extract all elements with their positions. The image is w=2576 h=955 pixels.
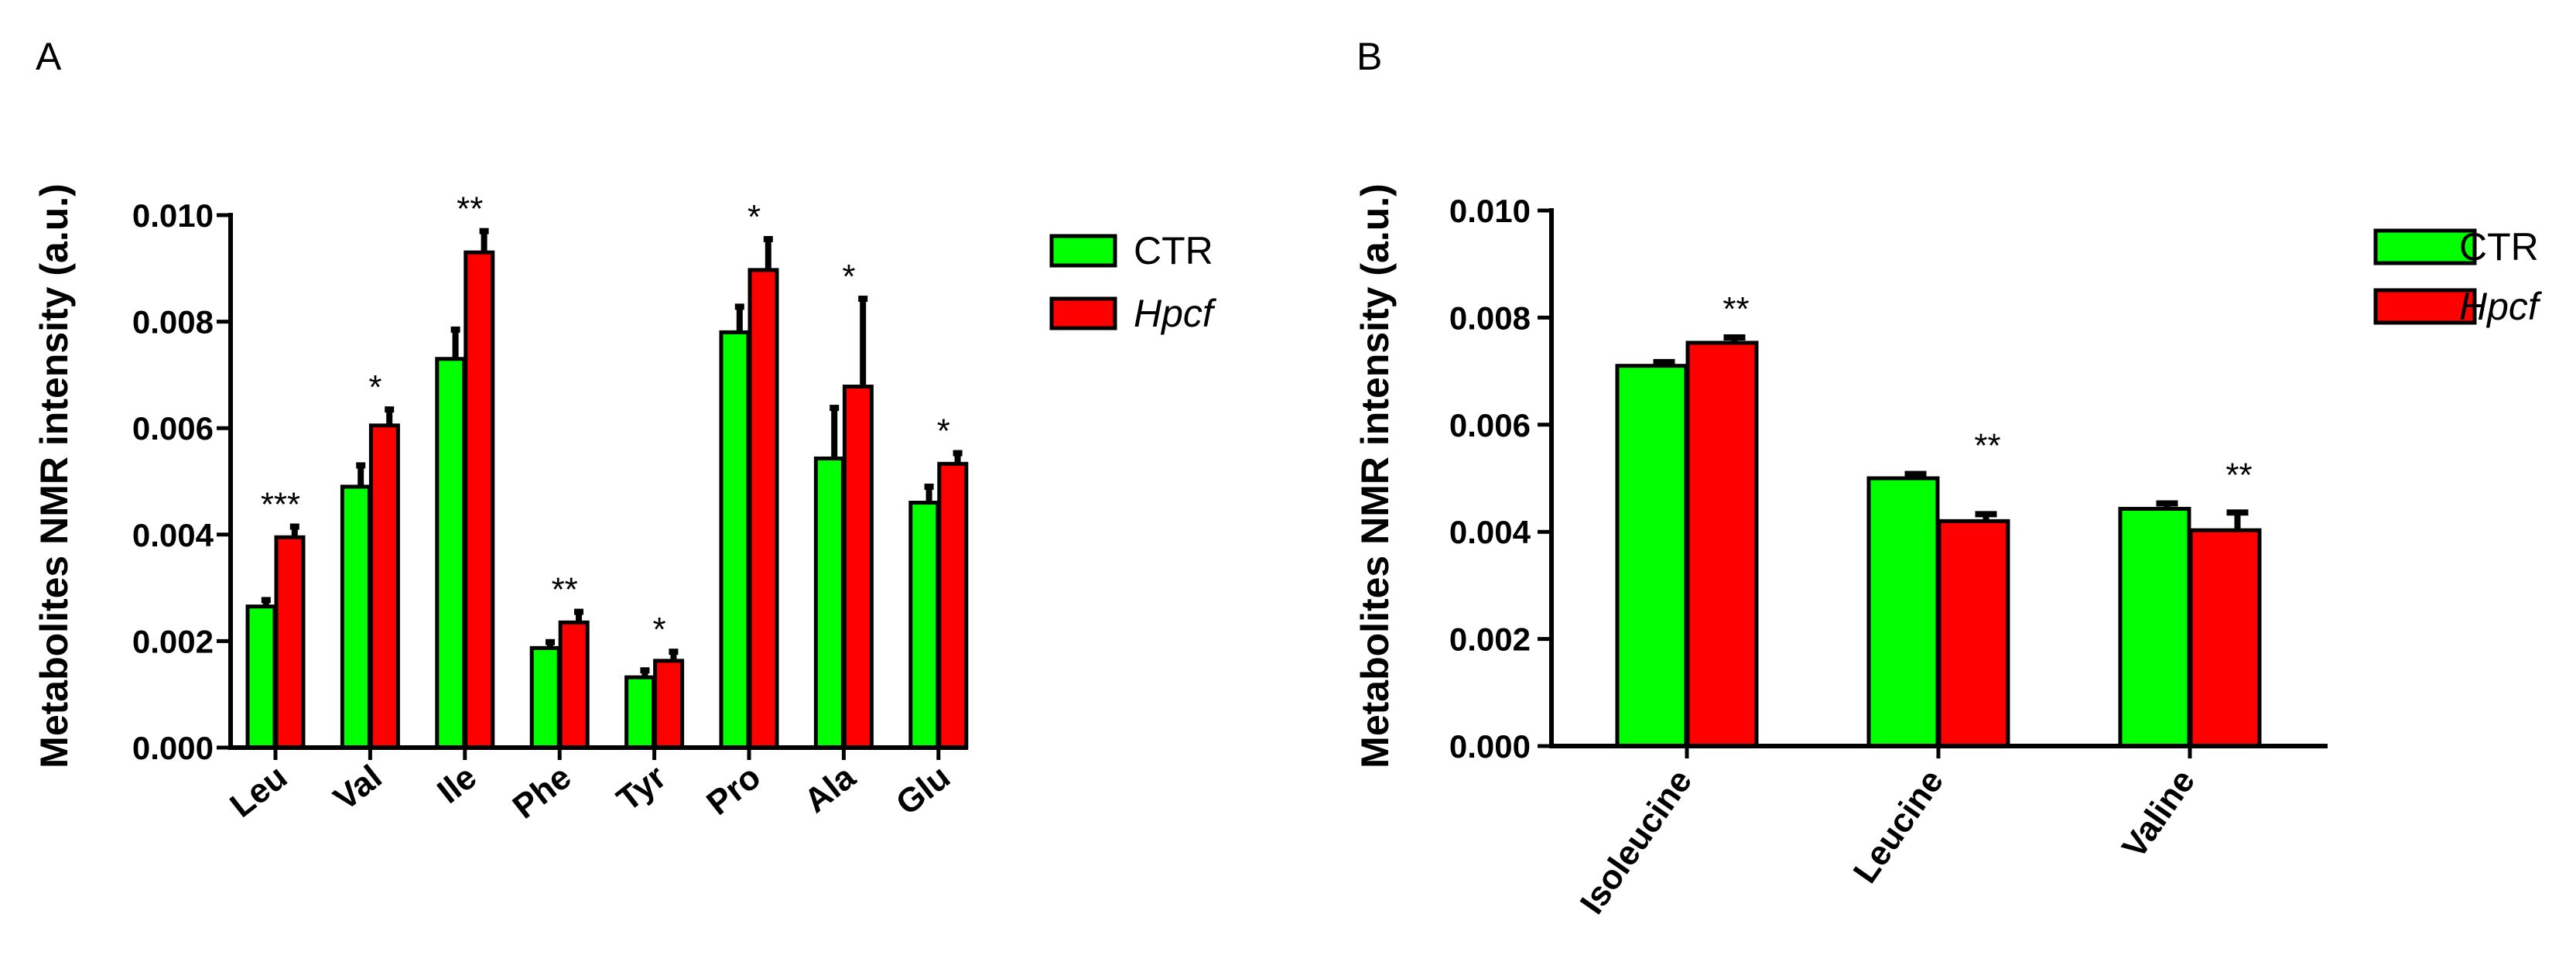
y-tick-label-b: 0.008: [1449, 300, 1531, 336]
bar-ctr-b: [2118, 506, 2191, 748]
category-label-b: Valine: [2115, 763, 2202, 865]
axes-a: [228, 213, 968, 760]
category-label-a: Phe: [506, 758, 579, 826]
bar-hpcf-a: [842, 385, 874, 750]
significance-mark-b: **: [2225, 457, 2252, 495]
bar-hpcf-b: [1685, 341, 1759, 748]
bar-ctr-a: [908, 501, 940, 750]
legend-b: CTR Hpcf: [2373, 225, 2543, 328]
significance-marks-a: ************: [261, 190, 950, 649]
legend-swatch-ctr-b: [2373, 228, 2477, 265]
legend-swatch-hpcf-a: [1049, 296, 1117, 330]
bar-hpcf-a: [464, 250, 495, 750]
y-tick-label-a: 0.004: [132, 517, 214, 553]
axes-b: [1549, 208, 2328, 758]
panel-label-a: A: [36, 35, 62, 78]
bars-b: [1615, 334, 2262, 748]
significance-mark-a: *: [368, 368, 381, 406]
legend-swatch-ctr-a: [1049, 234, 1117, 268]
bar-hpcf-a: [368, 423, 400, 750]
legend-swatch-hpcf-b: [2373, 288, 2477, 325]
bar-hpcf-a: [558, 620, 590, 750]
bar-ctr-a: [719, 330, 751, 750]
y-tick-label-a: 0.008: [132, 304, 214, 341]
panel-b: B Metabolites NMR intensity (a.u.) 0.000…: [1353, 35, 2543, 921]
category-labels-b: Isoleucine Leucine Valine: [1573, 763, 2203, 921]
category-label-b: Isoleucine: [1573, 763, 1700, 921]
bar-ctr-b: [1866, 476, 1940, 748]
significance-mark-a: **: [457, 190, 483, 228]
y-tick-label-b: 0.000: [1449, 728, 1531, 765]
bar-hpcf-a: [747, 268, 779, 750]
bar-hpcf-a: [653, 659, 685, 750]
category-label-a: Tyr: [610, 758, 673, 819]
legend-label-ctr-b: CTR: [2459, 225, 2539, 269]
significance-mark-a: **: [552, 571, 578, 609]
y-tick-label-b: 0.004: [1449, 514, 1531, 550]
bar-hpcf-a: [274, 535, 306, 750]
y-tick-label-a: 0.002: [132, 623, 214, 659]
category-label-a: Glu: [889, 758, 957, 823]
y-tick-label-b: 0.002: [1449, 621, 1531, 658]
bar-ctr-a: [529, 645, 561, 750]
y-ticks-b: 0.000 0.002 0.004 0.006 0.008 0.010: [1449, 193, 1551, 765]
legend-a: CTR Hpcf: [1049, 229, 1217, 335]
significance-marks-b: ** ** **: [1722, 290, 2252, 495]
significance-mark-a: *: [842, 258, 855, 296]
y-axis-label-b: Metabolites NMR intensity (a.u.): [1353, 183, 1397, 768]
category-labels-a: Leu Val Ile Phe Tyr Pro Ala Glu: [223, 758, 957, 827]
bar-ctr-a: [435, 357, 467, 750]
y-tick-label-a: 0.006: [132, 410, 214, 447]
category-label-a: Ile: [430, 758, 484, 811]
category-label-a: Pro: [700, 758, 768, 823]
bars-a: [245, 228, 969, 750]
significance-mark-a: ***: [261, 485, 300, 523]
significance-mark-a: *: [747, 198, 761, 236]
bar-ctr-b: [1615, 364, 1688, 748]
bar-hpcf-b: [2188, 528, 2262, 748]
panel-a: A Metabolites NMR intensity (a.u.) 0.000…: [32, 35, 1217, 827]
bar-ctr-a: [624, 675, 656, 750]
y-tick-label-b: 0.006: [1449, 407, 1531, 443]
significance-mark-b: **: [1974, 426, 2000, 464]
significance-mark-a: *: [937, 412, 950, 450]
panel-label-b: B: [1356, 35, 1382, 78]
bar-hpcf-a: [937, 461, 969, 750]
bar-hpcf-b: [1937, 519, 2010, 748]
legend-label-hpcf-a: Hpcf: [1134, 292, 1217, 335]
y-axis-label-a: Metabolites NMR intensity (a.u.): [32, 183, 76, 768]
bar-ctr-a: [813, 456, 845, 750]
y-tick-label-a: 0.000: [132, 730, 214, 766]
category-label-a: Ala: [797, 758, 863, 820]
y-ticks-a: 0.000 0.002 0.004 0.006 0.008 0.010: [132, 197, 231, 766]
y-tick-label-b: 0.010: [1449, 193, 1531, 229]
legend-label-ctr-a: CTR: [1134, 229, 1213, 272]
category-label-a: Val: [327, 758, 388, 818]
category-label-a: Leu: [223, 758, 294, 825]
legend-label-hpcf-b: Hpcf: [2459, 285, 2543, 328]
category-label-b: Leucine: [1846, 763, 1952, 890]
significance-mark-a: *: [653, 611, 666, 649]
y-tick-label-a: 0.010: [132, 197, 214, 234]
bar-ctr-a: [340, 484, 371, 750]
bar-ctr-a: [245, 604, 277, 750]
significance-mark-b: **: [1722, 290, 1749, 328]
